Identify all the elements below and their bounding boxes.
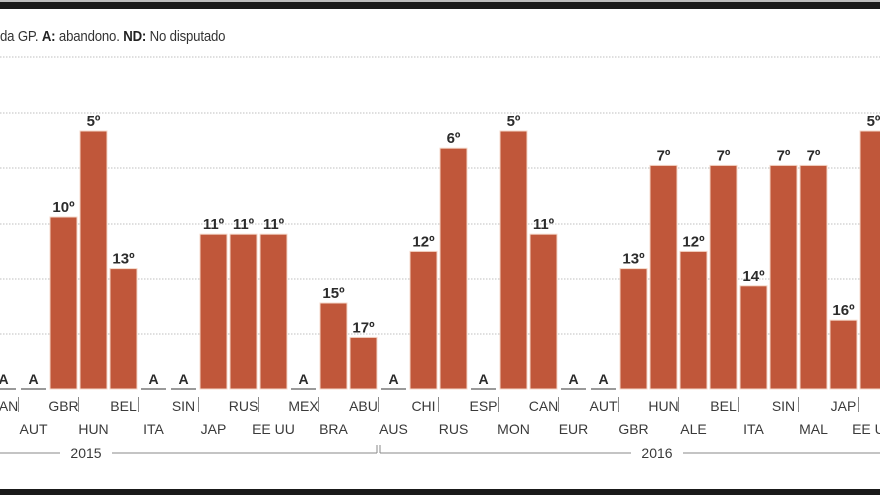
bar-label: 7º	[807, 147, 821, 164]
bar-label: A	[598, 371, 608, 387]
category-label: CHI	[411, 398, 435, 414]
category-label: AUT	[20, 421, 48, 437]
category-label: EE UU	[852, 421, 880, 437]
bar	[619, 268, 648, 390]
bar-label: 16º	[832, 302, 855, 319]
legend-a-text: abandono.	[58, 28, 120, 45]
legend-lead: da GP.	[0, 28, 39, 45]
bar	[499, 130, 528, 390]
bar-label: A	[178, 371, 188, 387]
bar-label: 7º	[657, 147, 671, 164]
bar	[349, 336, 378, 390]
bar	[529, 233, 558, 390]
category-label: ALE	[680, 421, 706, 437]
bar	[439, 147, 468, 390]
category-label: EUR	[559, 421, 589, 437]
category-label: GBR	[48, 398, 78, 414]
legend-nd-key: ND:	[123, 28, 147, 45]
bar-label: A	[148, 371, 158, 387]
bar	[709, 164, 738, 390]
bar-label: 11º	[263, 216, 285, 233]
bar	[769, 164, 798, 390]
bar	[259, 233, 288, 390]
category-label: HUN	[648, 398, 678, 414]
category-label: BEL	[710, 398, 737, 414]
category-label: MEX	[288, 398, 319, 414]
bar-label: 7º	[777, 147, 791, 164]
category-label: ITA	[743, 421, 764, 437]
chart-legend: da GP. A: abandono. ND: No disputado	[0, 28, 225, 45]
category-label: RUS	[439, 421, 469, 437]
category-label: ESP	[469, 398, 497, 414]
category-label: RUS	[229, 398, 259, 414]
season-label: 2016	[641, 445, 672, 461]
bar	[79, 130, 108, 390]
category-label: SIN	[172, 398, 195, 414]
bar-label: A	[0, 371, 9, 387]
bar-label: 11º	[203, 216, 225, 233]
category-label: EE UU	[252, 421, 295, 437]
bar-label: 6º	[447, 130, 461, 147]
category-label: ABU	[349, 398, 378, 414]
bar	[859, 130, 880, 390]
bar	[679, 250, 708, 390]
bar-label: 5º	[87, 113, 101, 130]
category-label: ITA	[143, 421, 164, 437]
bar-label: A	[568, 371, 578, 387]
bar	[829, 319, 858, 390]
bar-label: 5º	[507, 113, 521, 130]
bar-label: 12º	[682, 233, 705, 250]
category-label: BEL	[110, 398, 137, 414]
bottom-border	[0, 489, 880, 495]
top-border	[0, 0, 880, 9]
bar	[49, 216, 78, 390]
category-label: HUN	[78, 421, 108, 437]
category-label: AUS	[379, 421, 408, 437]
bar-label: A	[478, 371, 488, 387]
bar-label: 14º	[742, 268, 765, 285]
bar-label: A	[388, 371, 398, 387]
bar-label: 11º	[533, 216, 555, 233]
category-label: SIN	[772, 398, 795, 414]
season-label: 2015	[70, 445, 101, 461]
bar-label: 10º	[52, 199, 75, 216]
category-label: MON	[497, 421, 530, 437]
bar-label: 5º	[867, 113, 880, 130]
bar	[229, 233, 258, 390]
bar	[409, 250, 438, 390]
bar	[649, 164, 678, 390]
bar-label: 17º	[352, 319, 375, 336]
bar-label: 15º	[322, 285, 345, 302]
bar	[199, 233, 228, 390]
category-label: JAP	[201, 421, 227, 437]
bar-label: A	[298, 371, 308, 387]
bar-label: 7º	[717, 147, 731, 164]
bar	[109, 268, 138, 390]
bar	[739, 285, 768, 390]
bar-label: 13º	[622, 251, 645, 268]
category-label: BRA	[319, 421, 348, 437]
category-label: JAP	[831, 398, 857, 414]
bar-label: 11º	[233, 216, 255, 233]
bar	[799, 164, 828, 390]
bar-label: 12º	[412, 233, 435, 250]
category-label: MAL	[799, 421, 828, 437]
category-label: CAN	[0, 398, 18, 414]
category-label: CAN	[529, 398, 559, 414]
legend-nd-text: No disputado	[149, 28, 226, 45]
legend-a-key: A:	[41, 28, 56, 45]
bar-label: 13º	[112, 251, 135, 268]
bar-label: A	[28, 371, 38, 387]
category-label: AUT	[590, 398, 618, 414]
category-label: GBR	[618, 421, 648, 437]
bar	[319, 302, 348, 390]
